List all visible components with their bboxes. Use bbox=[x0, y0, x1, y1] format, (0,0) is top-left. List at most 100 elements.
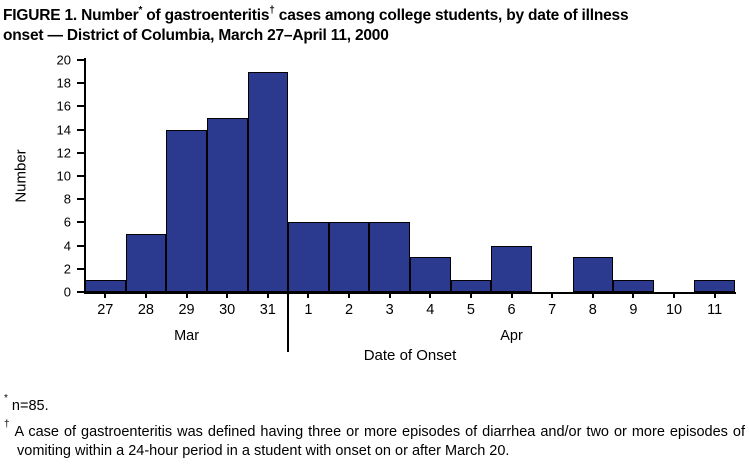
y-tick-mark bbox=[77, 151, 84, 154]
title-footnote-marker-asterisk: * bbox=[138, 5, 143, 16]
bar-slot bbox=[125, 60, 167, 292]
epi-curve-chart: Number 0 2 4 6 8 10 12 14 16 18 20 27 28 29 30 31 1 2 3 4 5… bbox=[0, 48, 749, 378]
bar-slot bbox=[206, 60, 248, 292]
x-tick-label: 30 bbox=[219, 302, 236, 318]
bar-11 bbox=[694, 280, 735, 292]
bar-2 bbox=[328, 222, 370, 292]
y-tick-mark bbox=[77, 82, 84, 85]
y-tick-mark bbox=[77, 59, 84, 61]
x-tick-mark bbox=[551, 294, 554, 298]
x-tick-mark bbox=[713, 294, 716, 298]
bar-slot bbox=[654, 60, 695, 292]
bar-slot bbox=[572, 60, 614, 292]
x-tick-label: 2 bbox=[345, 302, 354, 318]
bar-29 bbox=[166, 129, 207, 292]
x-labels: 27 28 29 30 31 1 2 3 4 5 6 7 8 9 10 11 bbox=[85, 302, 735, 320]
figure-title: FIGURE 1. Number* of gastroenteritis† ca… bbox=[3, 2, 747, 46]
bar-slot bbox=[450, 60, 492, 292]
x-tick-mark bbox=[348, 294, 351, 298]
x-tick-mark bbox=[307, 294, 310, 298]
y-tick-label: 12 bbox=[56, 145, 71, 161]
x-tick-mark bbox=[591, 294, 594, 298]
y-tick-mark bbox=[77, 221, 84, 224]
y-tick-mark bbox=[77, 175, 84, 177]
bar-6 bbox=[491, 245, 532, 292]
x-tick-mark bbox=[104, 294, 107, 298]
bar-27 bbox=[85, 280, 126, 292]
bar-slot bbox=[532, 60, 573, 292]
y-tick-mark bbox=[77, 244, 84, 247]
footnote-text: n=85. bbox=[11, 397, 49, 414]
x-tick-label: 29 bbox=[178, 302, 195, 318]
x-tick-label: 28 bbox=[137, 302, 154, 318]
x-tick-label: 6 bbox=[507, 302, 516, 318]
bar-slot bbox=[166, 60, 207, 292]
y-tick-label: 6 bbox=[63, 214, 71, 230]
y-tick-label: 14 bbox=[56, 122, 71, 138]
x-tick-mark bbox=[388, 294, 391, 298]
bar-4 bbox=[410, 257, 451, 292]
bars bbox=[85, 60, 735, 292]
x-axis-line bbox=[84, 292, 736, 294]
y-axis: 0 2 4 6 8 10 12 14 16 18 20 bbox=[0, 54, 84, 299]
x-tick-label: 8 bbox=[588, 302, 597, 318]
x-tick-label: 31 bbox=[259, 302, 276, 318]
bar-slot bbox=[694, 60, 735, 292]
title-text: cases among college students, by date of… bbox=[274, 7, 629, 25]
bar-3 bbox=[369, 222, 410, 292]
x-tick-label: 5 bbox=[466, 302, 475, 318]
bar-9 bbox=[613, 280, 654, 292]
y-tick-label: 16 bbox=[56, 98, 71, 114]
y-tick-label: 2 bbox=[63, 261, 71, 277]
y-tick-label: 0 bbox=[63, 284, 71, 300]
y-tick-label: 4 bbox=[63, 238, 71, 254]
month-labels: Mar Apr bbox=[85, 328, 735, 346]
bar-slot bbox=[613, 60, 654, 292]
x-tick-mark bbox=[469, 294, 472, 298]
x-axis-title: Date of Onset bbox=[363, 347, 457, 364]
bar-slot bbox=[328, 60, 370, 292]
bar-30 bbox=[206, 118, 248, 292]
title-text: of gastroenteritis bbox=[142, 7, 270, 25]
x-tick-mark bbox=[266, 294, 269, 298]
y-tick-mark bbox=[77, 105, 84, 108]
bar-1 bbox=[288, 222, 329, 292]
bar-28 bbox=[125, 234, 167, 292]
y-tick-label: 10 bbox=[56, 168, 71, 184]
title-text: FIGURE 1. Number bbox=[3, 7, 139, 25]
x-tick-label: 11 bbox=[707, 302, 723, 318]
footnote-symbol-asterisk: * bbox=[4, 393, 8, 404]
x-tick-mark bbox=[226, 294, 229, 298]
x-tick-mark bbox=[510, 294, 513, 298]
month-label-apr: Apr bbox=[500, 328, 523, 344]
footnote-n: * n=85. bbox=[4, 392, 745, 416]
x-tick-label: 1 bbox=[304, 302, 313, 318]
x-tick-mark bbox=[144, 294, 147, 298]
bar-slot bbox=[369, 60, 410, 292]
x-tick-mark bbox=[673, 294, 676, 298]
y-tick-mark bbox=[77, 267, 84, 270]
y-tick-mark bbox=[77, 128, 84, 131]
footnote-case-definition: † A case of gastroenteritis was defined h… bbox=[4, 418, 745, 461]
x-tick-mark bbox=[632, 294, 635, 298]
footnotes: * n=85. † A case of gastroenteritis was de… bbox=[4, 392, 745, 463]
bar-8 bbox=[572, 257, 614, 292]
bar-5 bbox=[450, 280, 492, 292]
bar-slot bbox=[410, 60, 451, 292]
y-tick-label: 20 bbox=[56, 52, 71, 68]
x-tick-label: 3 bbox=[385, 302, 394, 318]
bar-slot bbox=[288, 60, 329, 292]
y-tick-label: 8 bbox=[63, 191, 71, 207]
bar-slot bbox=[85, 60, 126, 292]
y-tick-label: 18 bbox=[56, 75, 71, 91]
x-tick-label: 27 bbox=[97, 302, 114, 318]
y-tick-mark bbox=[77, 291, 84, 293]
month-label-mar: Mar bbox=[174, 328, 200, 344]
bar-31 bbox=[247, 71, 289, 292]
y-axis-line bbox=[84, 58, 86, 294]
x-ticks bbox=[85, 294, 735, 299]
x-tick-label: 9 bbox=[629, 302, 638, 318]
bar-slot bbox=[491, 60, 532, 292]
x-tick-mark bbox=[429, 294, 432, 298]
